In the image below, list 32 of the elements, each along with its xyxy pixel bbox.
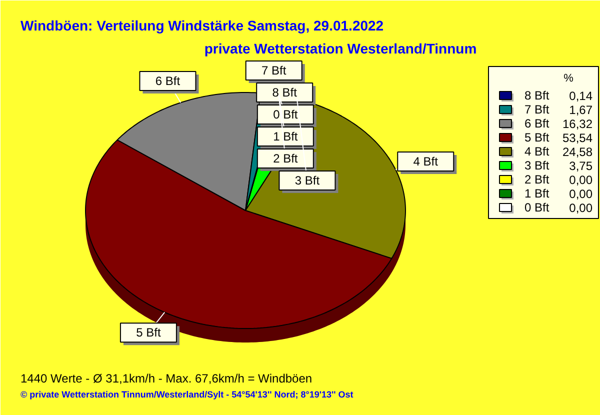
text: 1440 Werte - Ø 31,1km/h - Max. 67,6km/h = Windböen	[20, 372, 312, 386]
data-label: 0,14	[569, 89, 593, 103]
data-label: 24,58	[562, 145, 593, 159]
text: 0,00	[569, 201, 593, 215]
data-label: 16,32	[562, 117, 593, 131]
slice-label: 4 Bft	[413, 154, 439, 168]
legend-label: 3 Bft	[524, 158, 550, 172]
legend-label: 5 Bft	[524, 130, 550, 144]
text: 0,00	[569, 187, 593, 201]
slice-label: 6 Bft	[155, 74, 181, 88]
text: © private Wetterstation Tinnum/Westerland/Sylt - 54°54'13'' Nord; 8°19'13'' Ost	[20, 390, 354, 400]
chart-title: Windböen: Verteilung Windstärke Samstag, 29.01.2022	[20, 18, 384, 34]
legend-label: 4 Bft	[524, 144, 550, 158]
data-label: 3,75	[569, 159, 593, 173]
slice-label: 5 Bft	[136, 326, 162, 340]
legend-label: 1 Bft	[524, 186, 550, 200]
category-label: 1 Bft	[273, 129, 298, 144]
legend-title: %	[564, 72, 574, 84]
legend-label: 0 Bft	[524, 200, 550, 214]
legend-label: 7 Bft	[524, 102, 550, 116]
category-label: 8 Bft	[272, 85, 297, 100]
category-label: 0 Bft	[273, 107, 298, 122]
category-label: 2 Bft	[273, 151, 298, 166]
legend-label: 6 Bft	[524, 116, 550, 130]
slice-label: 7 Bft	[262, 63, 287, 78]
category-label: 3 Bft	[294, 173, 320, 188]
text: 0,00	[569, 173, 593, 187]
data-label: 53,54	[562, 131, 593, 145]
legend-label: 8 Bft	[524, 88, 550, 102]
data-label: 1,67	[569, 103, 593, 117]
legend-label: 2 Bft	[524, 172, 550, 186]
chart-subtitle: private Wetterstation Westerland/Tinnum	[204, 40, 477, 56]
